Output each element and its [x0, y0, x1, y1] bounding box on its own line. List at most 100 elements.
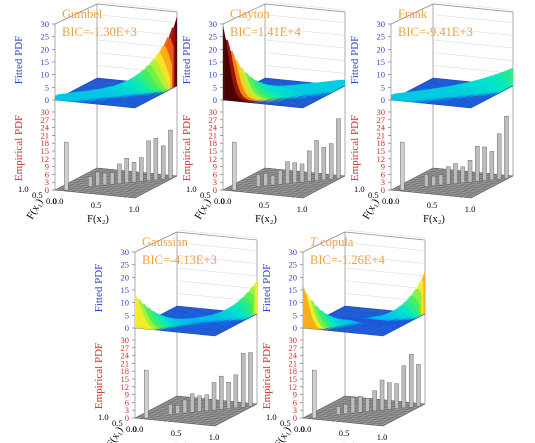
- x1-tick-label: 0.0: [46, 196, 57, 206]
- fitted-axis-title: Fitted PDF: [349, 36, 361, 85]
- empirical-tick-label: 15: [289, 374, 298, 384]
- empirical-bar: [460, 166, 465, 184]
- empirical-axis-title: Empirical PDF: [13, 115, 25, 181]
- box-edge: [54, 3, 98, 25]
- base-mesh: [453, 174, 496, 197]
- fitted-surface-strip: [308, 305, 388, 334]
- empirical-bar: [372, 390, 377, 412]
- fitted-tick-label: 0: [213, 95, 217, 105]
- empirical-bar: [211, 382, 217, 411]
- base-mesh: [285, 174, 328, 197]
- x1-tick-label: 1.0: [18, 184, 29, 194]
- empirical-bar: [240, 353, 246, 408]
- empirical-bar: [379, 379, 385, 411]
- empirical-bar: [400, 141, 405, 191]
- x1-tick-label: 1.0: [98, 412, 109, 422]
- x2-tick-label: 0.0: [133, 424, 144, 434]
- grid-line: [344, 255, 426, 264]
- empirical-bar: [504, 115, 509, 179]
- empirical-tick-label: 30: [41, 107, 50, 117]
- empirical-bar: [95, 171, 100, 186]
- base-mesh: [417, 175, 499, 185]
- grid-line: [264, 1, 346, 11]
- box-edge: [134, 231, 178, 253]
- empirical-bar: [102, 172, 108, 186]
- empirical-tick-label: 30: [121, 335, 130, 345]
- empirical-tick-label: 30: [289, 335, 298, 345]
- empirical-tick-label: 27: [377, 115, 386, 125]
- grid-line: [176, 229, 258, 239]
- empirical-bar: [299, 163, 305, 183]
- fitted-tick-label: 5: [381, 82, 385, 92]
- x2-axis-title: F(x₂): [87, 214, 109, 225]
- box-edge: [302, 231, 346, 253]
- empirical-tick-label: 21: [209, 130, 218, 140]
- grid-line: [432, 52, 514, 61]
- empirical-bar: [160, 145, 166, 180]
- base-mesh: [123, 174, 166, 197]
- empirical-bar: [394, 383, 399, 409]
- base-mesh: [302, 175, 346, 199]
- empirical-axis-title: Empirical PDF: [261, 343, 273, 409]
- empirical-tick-label: 9: [125, 390, 129, 400]
- fitted-tick-label: 0: [45, 95, 49, 105]
- empirical-bar: [277, 169, 283, 185]
- x1-axis-title: F(x₁): [361, 197, 382, 222]
- empirical-tick-label: 18: [289, 366, 298, 376]
- empirical-tick-label: 3: [381, 177, 385, 187]
- fitted-tick-label: 5: [293, 310, 297, 320]
- empirical-bar: [482, 146, 487, 181]
- fitted-tick-label: 10: [377, 70, 386, 80]
- fitted-tick-label: 15: [377, 57, 386, 67]
- empirical-bar: [263, 173, 268, 186]
- empirical-tick-label: 18: [41, 138, 50, 148]
- empirical-bar: [336, 118, 341, 179]
- grid-line: [344, 267, 426, 277]
- grid-line: [176, 267, 258, 277]
- empirical-tick-label: 24: [377, 123, 386, 133]
- x1-tick-label: 0.5: [280, 418, 291, 428]
- fitted-tick-label: 20: [41, 44, 50, 54]
- base-mesh: [382, 403, 426, 427]
- box-edge: [390, 3, 434, 25]
- grid-line: [264, 65, 346, 74]
- empirical-tick-label: 12: [289, 382, 298, 392]
- empirical-bar: [189, 393, 195, 413]
- fitted-axis-title: Fitted PDF: [93, 264, 105, 313]
- grid-line: [96, 27, 178, 36]
- x2-tick-label: 1.0: [209, 432, 220, 442]
- fitted-surface-strip: [223, 25, 303, 108]
- grid-line: [176, 280, 258, 289]
- grid-line: [176, 242, 258, 251]
- fitted-tick-label: 5: [125, 310, 129, 320]
- empirical-tick-label: 6: [125, 397, 129, 407]
- empirical-bar: [416, 364, 421, 407]
- empirical-tick-label: 24: [289, 351, 298, 361]
- x2-tick-label: 1.0: [297, 204, 308, 214]
- fitted-surface-strip: [226, 50, 307, 107]
- empirical-bar: [168, 129, 173, 179]
- empirical-tick-label: 15: [121, 374, 130, 384]
- bic-label: BIC=1.41E+4: [230, 25, 301, 39]
- grid-line: [96, 1, 178, 11]
- fitted-tick-label: 25: [289, 260, 298, 270]
- fitted-tick-label: 30: [377, 19, 386, 29]
- grid-line: [432, 14, 514, 23]
- empirical-tick-label: 15: [41, 146, 50, 156]
- x2-tick-label: 0.0: [221, 196, 232, 206]
- x1-tick-label: 0.0: [382, 196, 393, 206]
- fitted-tick-label: 15: [209, 57, 218, 67]
- empirical-axis-title: Empirical PDF: [181, 115, 193, 181]
- empirical-bar: [182, 399, 188, 414]
- copula-name: Frank: [398, 7, 428, 21]
- grid-line: [264, 39, 346, 49]
- base-mesh: [117, 174, 160, 197]
- empirical-tick-label: 12: [41, 154, 50, 164]
- empirical-tick-label: 15: [377, 146, 386, 156]
- empirical-bar: [256, 174, 261, 187]
- empirical-bar: [328, 143, 334, 180]
- grid-line: [96, 14, 178, 23]
- fitted-tick-label: 20: [121, 272, 130, 282]
